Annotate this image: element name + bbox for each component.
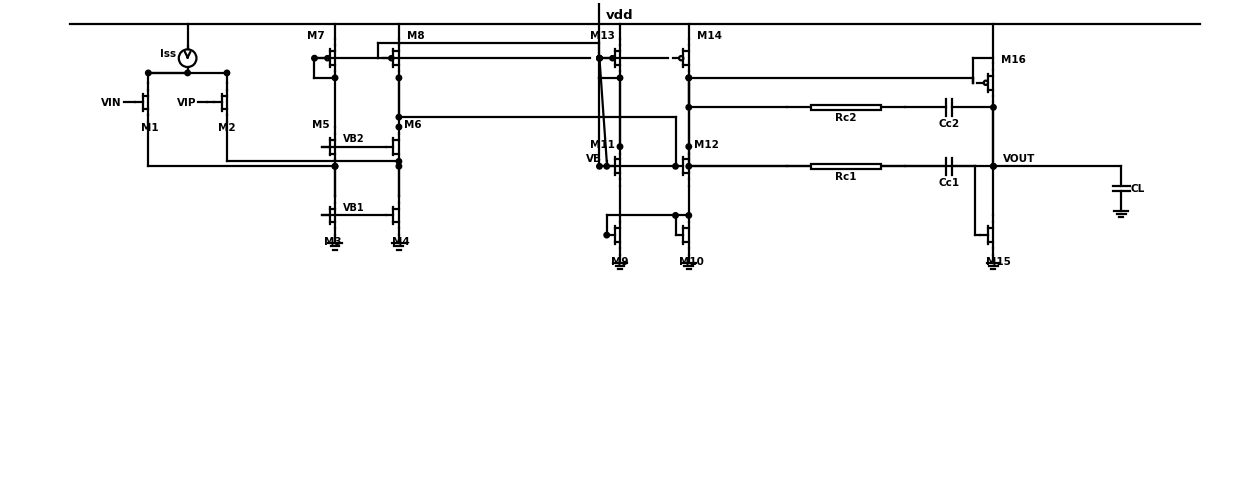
Circle shape xyxy=(332,164,337,170)
Text: VIP: VIP xyxy=(177,98,196,108)
Circle shape xyxy=(618,144,622,150)
Text: VB1: VB1 xyxy=(343,203,365,213)
Text: Cc2: Cc2 xyxy=(939,119,960,129)
Circle shape xyxy=(224,71,229,76)
Circle shape xyxy=(991,164,996,170)
Text: M11: M11 xyxy=(590,139,615,149)
Text: M12: M12 xyxy=(693,139,718,149)
Circle shape xyxy=(596,56,603,62)
Circle shape xyxy=(396,76,402,82)
Text: VIN: VIN xyxy=(102,98,122,108)
Text: M4: M4 xyxy=(392,237,409,246)
Circle shape xyxy=(991,164,996,170)
Circle shape xyxy=(991,105,996,111)
Circle shape xyxy=(596,164,603,170)
Circle shape xyxy=(673,164,678,170)
Circle shape xyxy=(311,56,317,62)
Circle shape xyxy=(686,105,692,111)
Circle shape xyxy=(604,233,610,239)
Circle shape xyxy=(332,76,337,82)
Text: Rc2: Rc2 xyxy=(836,113,857,123)
Text: M9: M9 xyxy=(611,256,629,266)
Text: Cc1: Cc1 xyxy=(939,178,960,188)
Text: CL: CL xyxy=(1131,184,1146,194)
Text: M15: M15 xyxy=(986,256,1011,266)
Text: M7: M7 xyxy=(308,31,325,40)
Circle shape xyxy=(396,115,402,120)
Circle shape xyxy=(686,164,692,170)
Circle shape xyxy=(686,144,692,150)
Text: VOUT: VOUT xyxy=(1003,154,1035,164)
Text: Iss: Iss xyxy=(160,49,176,59)
Circle shape xyxy=(673,213,678,219)
Text: VB: VB xyxy=(585,154,601,164)
Text: M6: M6 xyxy=(404,120,422,130)
Text: VB2: VB2 xyxy=(343,134,365,144)
Text: M13: M13 xyxy=(590,31,615,40)
Text: M10: M10 xyxy=(680,256,704,266)
Circle shape xyxy=(686,76,692,82)
Circle shape xyxy=(396,125,402,131)
Text: vdd: vdd xyxy=(606,10,634,23)
Circle shape xyxy=(596,56,603,62)
Text: M3: M3 xyxy=(324,237,342,246)
Text: M2: M2 xyxy=(218,123,236,132)
Text: M5: M5 xyxy=(312,120,330,130)
Circle shape xyxy=(618,76,622,82)
Circle shape xyxy=(604,164,610,170)
Text: M8: M8 xyxy=(407,31,424,40)
Circle shape xyxy=(686,213,692,219)
Circle shape xyxy=(596,56,603,62)
Text: Rc1: Rc1 xyxy=(836,172,857,182)
Bar xyxy=(811,164,882,169)
Circle shape xyxy=(396,164,402,170)
Text: M14: M14 xyxy=(697,31,722,40)
Circle shape xyxy=(396,159,402,165)
Circle shape xyxy=(145,71,151,76)
Circle shape xyxy=(185,71,191,76)
Text: M16: M16 xyxy=(1001,55,1027,65)
Text: M1: M1 xyxy=(141,123,159,132)
Bar xyxy=(811,106,882,111)
Circle shape xyxy=(332,164,337,170)
Circle shape xyxy=(686,76,692,82)
